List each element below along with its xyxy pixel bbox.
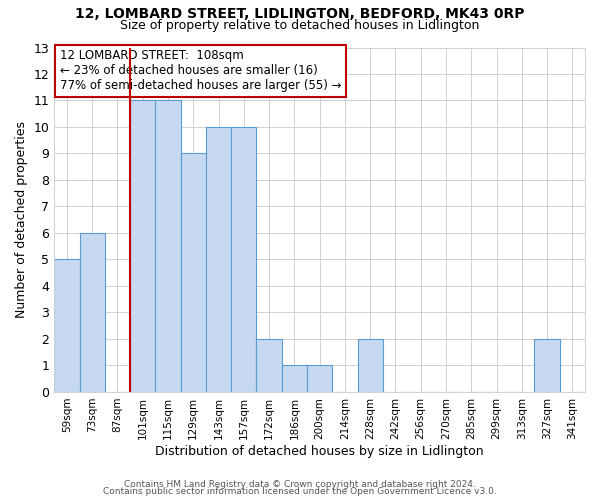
Text: Size of property relative to detached houses in Lidlington: Size of property relative to detached ho…	[121, 19, 479, 32]
Text: 12, LOMBARD STREET, LIDLINGTON, BEDFORD, MK43 0RP: 12, LOMBARD STREET, LIDLINGTON, BEDFORD,…	[75, 8, 525, 22]
Y-axis label: Number of detached properties: Number of detached properties	[15, 121, 28, 318]
Bar	[535, 339, 560, 392]
Bar	[54, 260, 80, 392]
Text: 12 LOMBARD STREET:  108sqm
← 23% of detached houses are smaller (16)
77% of semi: 12 LOMBARD STREET: 108sqm ← 23% of detac…	[59, 49, 341, 92]
Bar	[231, 127, 256, 392]
Text: Contains HM Land Registry data © Crown copyright and database right 2024.: Contains HM Land Registry data © Crown c…	[124, 480, 476, 489]
Bar	[130, 100, 155, 392]
Text: Contains public sector information licensed under the Open Government Licence v3: Contains public sector information licen…	[103, 487, 497, 496]
Bar	[155, 100, 181, 392]
Bar	[80, 233, 105, 392]
Bar	[206, 127, 231, 392]
Bar	[256, 339, 282, 392]
Bar	[358, 339, 383, 392]
Bar	[282, 366, 307, 392]
X-axis label: Distribution of detached houses by size in Lidlington: Distribution of detached houses by size …	[155, 444, 484, 458]
Bar	[181, 154, 206, 392]
Bar	[307, 366, 332, 392]
